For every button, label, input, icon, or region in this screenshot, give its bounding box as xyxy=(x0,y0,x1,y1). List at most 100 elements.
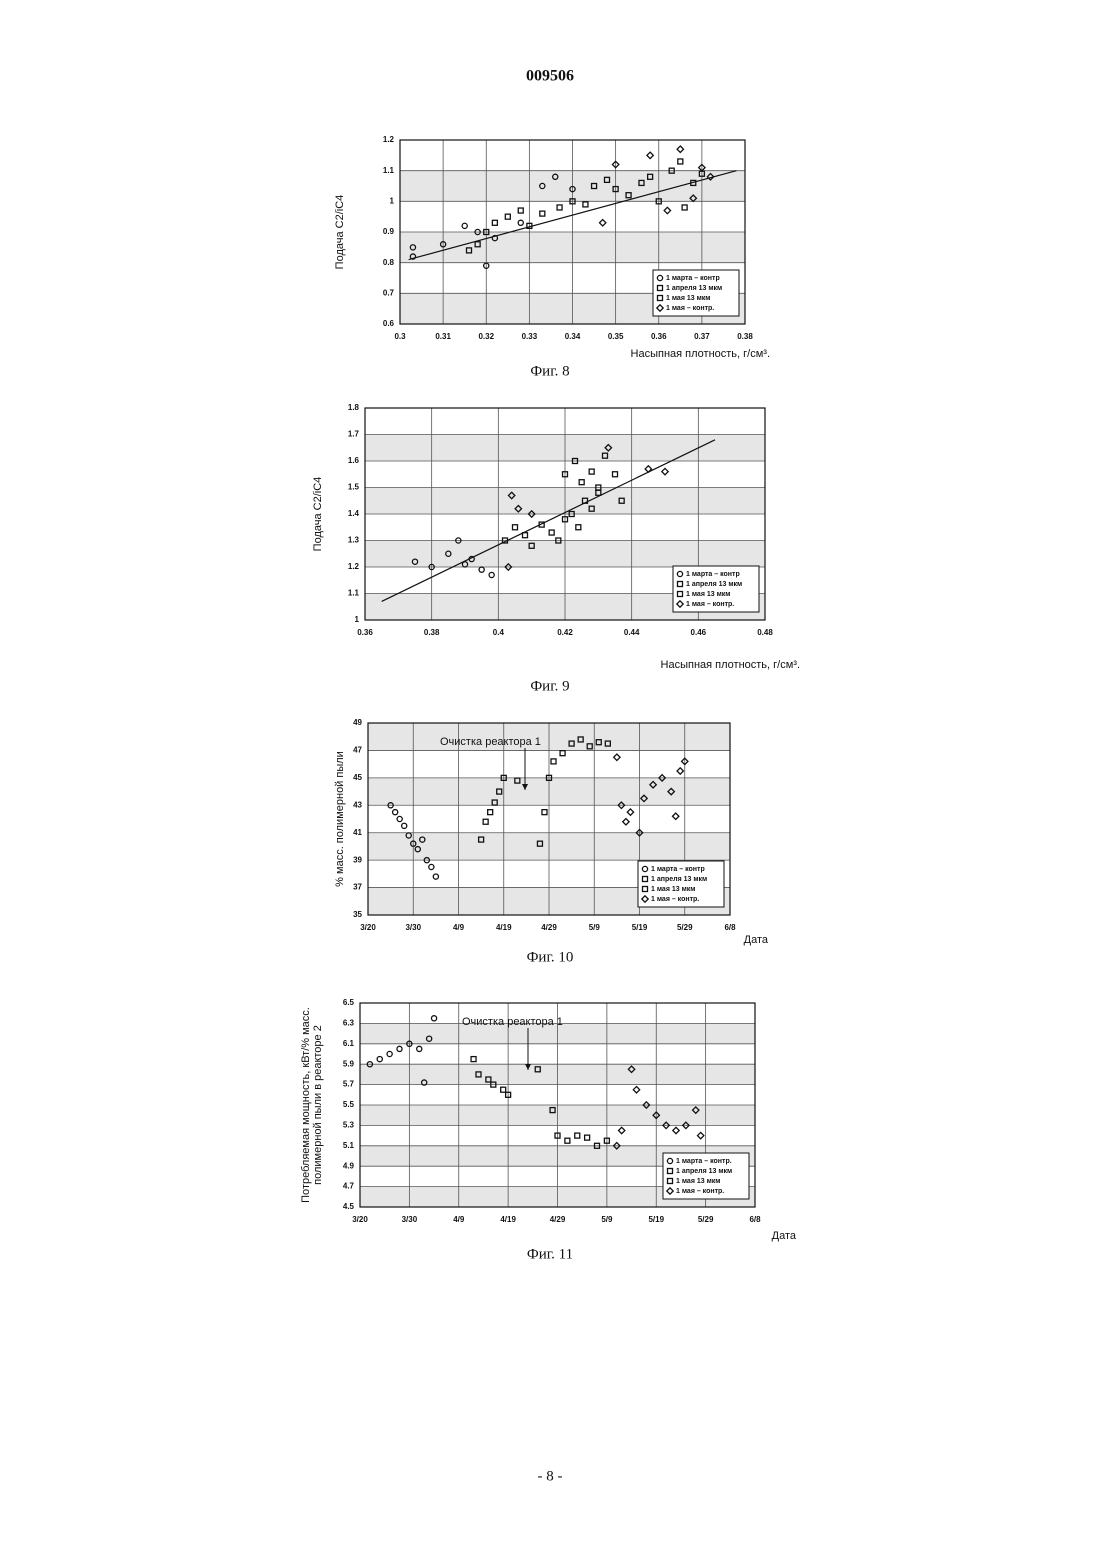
y-tick-label: 5.9 xyxy=(343,1059,355,1068)
legend-label: 1 марта – контр xyxy=(651,866,705,873)
y-tick-label: 0.9 xyxy=(383,227,395,236)
legend-label: 1 марта – контр xyxy=(686,571,740,578)
x-tick-label: 4/29 xyxy=(541,923,557,932)
page-footer: - 8 - xyxy=(538,1468,563,1484)
y-tick-label: 1.1 xyxy=(348,589,360,598)
legend-label: 1 мая 13 мкм xyxy=(676,1178,720,1185)
annotation: Очистка реактора 1 xyxy=(462,1016,563,1028)
y-tick-label: 0.7 xyxy=(383,288,395,297)
x-tick-label: 4/19 xyxy=(496,923,512,932)
y-tick-label: 1.2 xyxy=(383,135,395,144)
x-tick-label: 0.31 xyxy=(435,332,451,341)
x-tick-label: 0.3 xyxy=(394,332,406,341)
x-tick-label: 3/30 xyxy=(402,1215,418,1224)
x-tick-label: 0.4 xyxy=(493,628,505,637)
y-tick-label: 1.1 xyxy=(383,166,395,175)
x-tick-label: 6/8 xyxy=(749,1215,761,1224)
figure-caption: Фиг. 9 xyxy=(530,678,569,694)
page: 009506 - 8 - 0.6 0.7 0.8 0.9 1 1.1 1.2 0.3 0.31 0… xyxy=(0,0,1100,1556)
x-tick-label: 5/29 xyxy=(677,923,693,932)
x-tick-label: 0.32 xyxy=(478,332,494,341)
y-tick-label: 1.4 xyxy=(348,509,360,518)
y-tick-label: 4.5 xyxy=(343,1202,355,1211)
y-tick-label: 0.8 xyxy=(383,258,395,267)
y-axis-label: Подача C2/iC4 xyxy=(312,477,324,552)
legend-label: 1 мая 13 мкм xyxy=(651,886,695,893)
x-axis-label: Насыпная плотность, г/см³. xyxy=(631,348,770,360)
legend-label: 1 апреля 13 мкм xyxy=(686,581,742,588)
annotation: Очистка реактора 1 xyxy=(440,736,541,748)
y-tick-label: 1.3 xyxy=(348,536,360,545)
y-tick-label: 39 xyxy=(353,855,362,864)
y-tick-label: 4.7 xyxy=(343,1182,355,1191)
y-tick-label: 4.9 xyxy=(343,1161,355,1170)
x-axis-label: Насыпная плотность, г/см³. xyxy=(661,659,800,671)
x-tick-label: 4/29 xyxy=(550,1215,566,1224)
y-tick-label: 45 xyxy=(353,773,362,782)
x-tick-label: 0.35 xyxy=(608,332,624,341)
figure-caption: Фиг. 10 xyxy=(527,949,574,965)
legend-label: 1 апреля 13 мкм xyxy=(651,876,707,883)
x-tick-label: 3/30 xyxy=(405,923,421,932)
x-tick-label: 0.36 xyxy=(651,332,667,341)
x-tick-label: 3/20 xyxy=(360,923,376,932)
legend-label: 1 марта – контр. xyxy=(676,1158,732,1165)
y-tick-label: 5.3 xyxy=(343,1121,355,1130)
y-tick-label: 5.1 xyxy=(343,1141,355,1150)
x-tick-label: 5/9 xyxy=(601,1215,613,1224)
x-tick-label: 4/9 xyxy=(453,923,465,932)
x-tick-label: 0.48 xyxy=(757,628,773,637)
x-tick-label: 4/19 xyxy=(500,1215,516,1224)
y-tick-label: 1.5 xyxy=(348,483,360,492)
x-tick-label: 0.38 xyxy=(737,332,753,341)
y-tick-label: 6.1 xyxy=(343,1039,355,1048)
y-tick-label: 35 xyxy=(353,910,362,919)
x-tick-label: 5/9 xyxy=(589,923,601,932)
y-tick-label: 5.7 xyxy=(343,1080,355,1089)
x-tick-label: 0.37 xyxy=(694,332,710,341)
y-axis-label: Подача C2/iC4 xyxy=(334,195,346,270)
y-tick-label: 1.8 xyxy=(348,403,360,412)
figure-caption: Фиг. 11 xyxy=(527,1246,573,1262)
legend-label: 1 мая – контр. xyxy=(666,305,714,312)
legend-label: 1 мая 13 мкм xyxy=(686,591,730,598)
y-tick-label: 47 xyxy=(353,746,362,755)
y-axis-label: полимерной пыли в реакторе 2 xyxy=(312,1025,324,1185)
y-tick-label: 1 xyxy=(390,196,395,205)
legend-label: 1 мая – контр. xyxy=(686,601,734,608)
y-tick-label: 41 xyxy=(353,828,362,837)
y-tick-label: 1.6 xyxy=(348,456,360,465)
x-tick-label: 0.33 xyxy=(522,332,538,341)
legend-label: 1 мая 13 мкм xyxy=(666,295,710,302)
x-tick-label: 0.42 xyxy=(557,628,573,637)
legend-label: 1 марта – контр xyxy=(666,275,720,282)
legend-label: 1 апреля 13 мкм xyxy=(666,285,722,292)
legend-label: 1 мая – контр. xyxy=(651,896,699,903)
y-tick-label: 43 xyxy=(353,800,362,809)
x-tick-label: 5/19 xyxy=(648,1215,664,1224)
x-tick-label: 0.46 xyxy=(691,628,707,637)
x-tick-label: 5/19 xyxy=(632,923,648,932)
y-tick-label: 49 xyxy=(353,718,362,727)
x-axis-label: Дата xyxy=(744,934,769,946)
y-axis-label: Потребляемая мощность, кВт/% масс. xyxy=(300,1007,312,1203)
x-tick-label: 6/8 xyxy=(724,923,736,932)
y-tick-label: 1 xyxy=(355,615,360,624)
y-tick-label: 1.2 xyxy=(348,562,360,571)
y-tick-label: 37 xyxy=(353,883,362,892)
y-axis-label: % масс. полимерной пыли xyxy=(334,751,346,887)
x-tick-label: 4/9 xyxy=(453,1215,465,1224)
y-tick-label: 1.7 xyxy=(348,430,360,439)
page-header: 009506 xyxy=(526,68,574,85)
x-tick-label: 3/20 xyxy=(352,1215,368,1224)
legend-label: 1 апреля 13 мкм xyxy=(676,1168,732,1175)
x-tick-label: 0.36 xyxy=(357,628,373,637)
x-axis-label: Дата xyxy=(772,1230,797,1242)
legend-label: 1 мая – контр. xyxy=(676,1188,724,1195)
y-tick-label: 5.5 xyxy=(343,1100,355,1109)
y-tick-label: 0.6 xyxy=(383,319,395,328)
x-tick-label: 5/29 xyxy=(698,1215,714,1224)
figure-caption: Фиг. 8 xyxy=(530,363,569,379)
x-tick-label: 0.38 xyxy=(424,628,440,637)
x-tick-label: 0.34 xyxy=(565,332,581,341)
